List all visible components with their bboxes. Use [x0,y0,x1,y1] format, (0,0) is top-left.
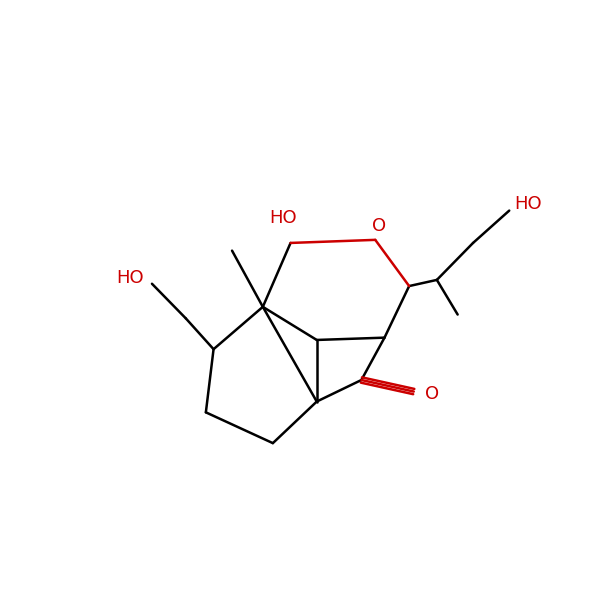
Text: HO: HO [514,196,541,214]
Text: O: O [425,385,439,403]
Text: HO: HO [116,269,144,287]
Text: O: O [372,217,386,235]
Text: HO: HO [269,209,296,227]
